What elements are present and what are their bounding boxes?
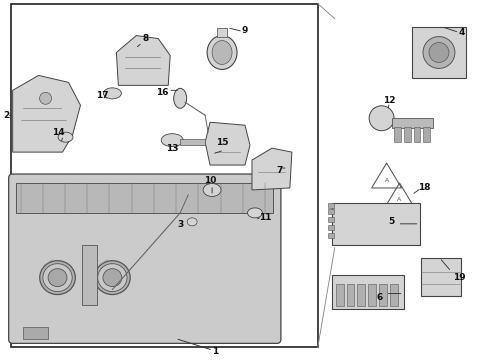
Ellipse shape bbox=[98, 264, 127, 292]
Bar bbox=[421, 258, 461, 296]
Ellipse shape bbox=[103, 269, 122, 287]
Ellipse shape bbox=[428, 42, 448, 62]
Ellipse shape bbox=[161, 134, 183, 147]
Ellipse shape bbox=[43, 264, 72, 292]
Polygon shape bbox=[116, 36, 170, 85]
Text: 11: 11 bbox=[258, 213, 271, 222]
Ellipse shape bbox=[368, 106, 393, 131]
FancyBboxPatch shape bbox=[9, 174, 280, 343]
Bar bbox=[331, 203, 419, 245]
Ellipse shape bbox=[212, 41, 232, 64]
Text: 14: 14 bbox=[52, 128, 65, 137]
Text: 7: 7 bbox=[276, 166, 283, 175]
Bar bbox=[335, 284, 343, 306]
Bar bbox=[22, 328, 47, 339]
Bar bbox=[403, 127, 410, 142]
Bar bbox=[327, 233, 333, 238]
Polygon shape bbox=[251, 148, 291, 190]
Ellipse shape bbox=[203, 184, 221, 197]
Bar bbox=[413, 127, 420, 142]
Ellipse shape bbox=[40, 92, 51, 104]
Bar bbox=[389, 284, 397, 306]
Bar bbox=[327, 225, 333, 230]
Text: 18: 18 bbox=[417, 184, 430, 193]
Text: 1: 1 bbox=[211, 347, 218, 356]
Bar bbox=[327, 217, 333, 222]
Ellipse shape bbox=[187, 218, 197, 226]
Text: A: A bbox=[384, 177, 388, 183]
Bar bbox=[357, 284, 365, 306]
Bar bbox=[378, 284, 386, 306]
Ellipse shape bbox=[58, 132, 73, 142]
Ellipse shape bbox=[173, 88, 186, 108]
Ellipse shape bbox=[247, 208, 262, 218]
Bar bbox=[331, 275, 403, 310]
Bar bbox=[391, 118, 432, 128]
Text: 2: 2 bbox=[3, 111, 10, 120]
Bar bbox=[180, 139, 204, 145]
Text: 4: 4 bbox=[457, 28, 464, 37]
Ellipse shape bbox=[422, 37, 454, 68]
Text: 6: 6 bbox=[376, 293, 382, 302]
Text: A: A bbox=[397, 197, 401, 202]
Text: 12: 12 bbox=[383, 96, 395, 105]
Bar bbox=[82, 245, 97, 305]
Text: 15: 15 bbox=[215, 138, 228, 147]
Text: 5: 5 bbox=[387, 217, 394, 226]
Ellipse shape bbox=[103, 88, 121, 99]
Text: 13: 13 bbox=[165, 144, 178, 153]
Bar bbox=[423, 127, 429, 142]
Text: 10: 10 bbox=[203, 176, 216, 185]
Text: 8: 8 bbox=[142, 34, 148, 43]
Ellipse shape bbox=[94, 261, 130, 294]
Ellipse shape bbox=[207, 36, 237, 69]
Polygon shape bbox=[13, 75, 81, 152]
Polygon shape bbox=[204, 122, 249, 165]
Bar bbox=[217, 28, 226, 37]
Bar bbox=[346, 284, 354, 306]
Text: 9: 9 bbox=[242, 26, 248, 35]
Ellipse shape bbox=[40, 261, 75, 294]
Bar bbox=[11, 4, 317, 347]
Bar bbox=[393, 127, 400, 142]
Text: 17: 17 bbox=[96, 91, 108, 100]
Bar bbox=[16, 183, 272, 213]
Text: 3: 3 bbox=[177, 220, 183, 229]
Bar bbox=[327, 203, 333, 208]
Text: 19: 19 bbox=[452, 273, 465, 282]
Text: 16: 16 bbox=[156, 88, 168, 97]
Bar bbox=[327, 209, 333, 214]
Bar bbox=[411, 27, 466, 78]
Bar bbox=[367, 284, 375, 306]
Ellipse shape bbox=[48, 269, 67, 287]
